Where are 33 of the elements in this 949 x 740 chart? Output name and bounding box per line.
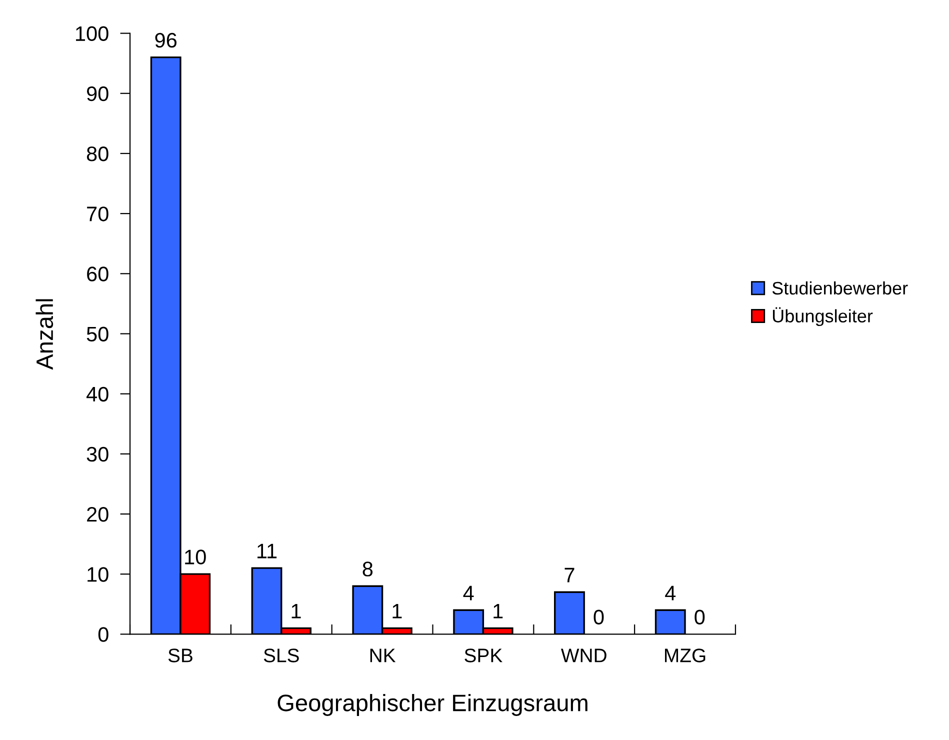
y-tick-label: 50 [86,326,108,342]
x-tick-label: MZG [665,648,706,662]
legend-label: Übungsleiter [772,307,873,326]
x-tick-label: SPK [464,648,502,662]
y-tick-label: 40 [86,386,108,402]
data-label: 4 [463,586,474,600]
y-tick-label: 10 [88,567,108,582]
x-axis-title: Geographischer Einzugsraum [278,694,588,716]
data-label: 8 [362,562,373,576]
y-tick-label: 90 [86,86,108,102]
data-label: 4 [665,586,676,600]
y-tick-label: 0 [98,627,108,642]
data-label: 7 [564,568,574,582]
x-tick-label: WND [560,648,606,662]
data-label: 0 [694,610,705,625]
y-tick-label: 80 [86,146,108,162]
y-tick-label: 60 [87,266,108,282]
data-label: 96 [155,32,177,48]
data-label: 1 [292,604,301,618]
x-tick-label: NK [370,648,396,662]
data-label: 10 [185,550,206,564]
y-tick-label: 30 [86,446,108,462]
y-tick-label: 70 [87,206,108,222]
y-tick-label: 100 [76,26,108,42]
data-label: 1 [494,604,503,618]
data-label: 11 [258,544,277,558]
data-label: 1 [392,604,402,618]
x-tick-label: SLS [264,648,299,662]
y-axis-title: Anzahl [36,299,54,370]
data-label: 0 [594,610,604,625]
y-tick-label: 20 [87,507,108,522]
legend-label: Studienbewerber [772,281,908,295]
x-tick-label: SB [168,648,192,662]
